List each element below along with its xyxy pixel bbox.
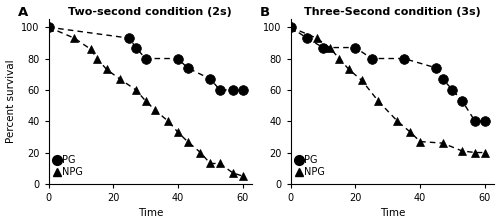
Title: Two-second condition (2s): Two-second condition (2s) <box>68 7 232 17</box>
Y-axis label: Percent survival: Percent survival <box>6 60 16 143</box>
Title: Three-Second condition (3s): Three-Second condition (3s) <box>304 7 481 17</box>
Text: B: B <box>260 6 270 19</box>
X-axis label: Time: Time <box>380 209 406 218</box>
X-axis label: Time: Time <box>138 209 163 218</box>
Text: A: A <box>18 6 28 19</box>
Legend: PG, NPG: PG, NPG <box>54 153 85 179</box>
Legend: PG, NPG: PG, NPG <box>296 153 327 179</box>
